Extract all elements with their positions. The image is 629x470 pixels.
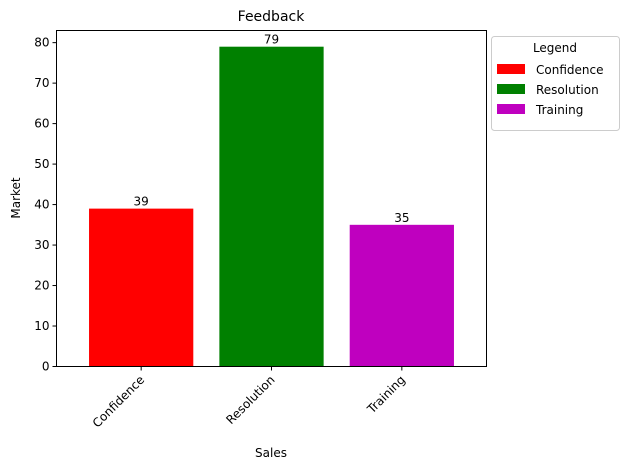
y-tick-label: 40 <box>34 198 49 212</box>
y-tick-label: 20 <box>34 279 49 293</box>
bar-confidence <box>89 208 194 367</box>
data-label-resolution: 79 <box>264 33 279 47</box>
legend-entries: Confidence Resolution Training <box>497 63 603 117</box>
legend-label-confidence: Confidence <box>536 63 603 77</box>
chart-title: Feedback <box>238 9 306 25</box>
legend-label-resolution: Resolution <box>536 83 599 97</box>
y-tick-label: 30 <box>34 238 49 252</box>
y-tick-label: 70 <box>34 76 49 90</box>
legend: Legend Confidence Resolution Training <box>491 36 620 131</box>
bar-training <box>349 224 454 367</box>
y-tick-label: 60 <box>34 117 49 131</box>
x-tick-label-confidence: Confidence <box>90 373 148 431</box>
data-label-training: 35 <box>394 211 409 225</box>
bar-resolution <box>219 46 324 367</box>
legend-label-training: Training <box>535 103 583 117</box>
legend-swatch-resolution <box>497 84 525 94</box>
y-tick-label: 80 <box>34 36 49 50</box>
bars <box>89 46 454 367</box>
legend-title: Legend <box>533 41 577 55</box>
plot-frame <box>56 30 487 367</box>
legend-swatch-training <box>497 104 525 114</box>
y-tick-label: 10 <box>34 319 49 333</box>
y-axis-label: Market <box>9 177 23 219</box>
data-label-confidence: 39 <box>134 195 149 209</box>
data-labels: 39 79 35 <box>134 33 410 225</box>
x-tick-label-resolution: Resolution <box>223 373 277 427</box>
x-axis-ticks: Confidence Resolution Training <box>90 366 408 431</box>
x-axis-label: Sales <box>255 446 287 460</box>
y-tick-label: 50 <box>34 157 49 171</box>
x-tick-label-training: Training <box>364 373 408 417</box>
y-axis-ticks: 0 10 20 30 40 50 60 70 80 <box>34 36 57 374</box>
y-tick-label: 0 <box>42 360 50 374</box>
legend-swatch-confidence <box>497 64 525 74</box>
